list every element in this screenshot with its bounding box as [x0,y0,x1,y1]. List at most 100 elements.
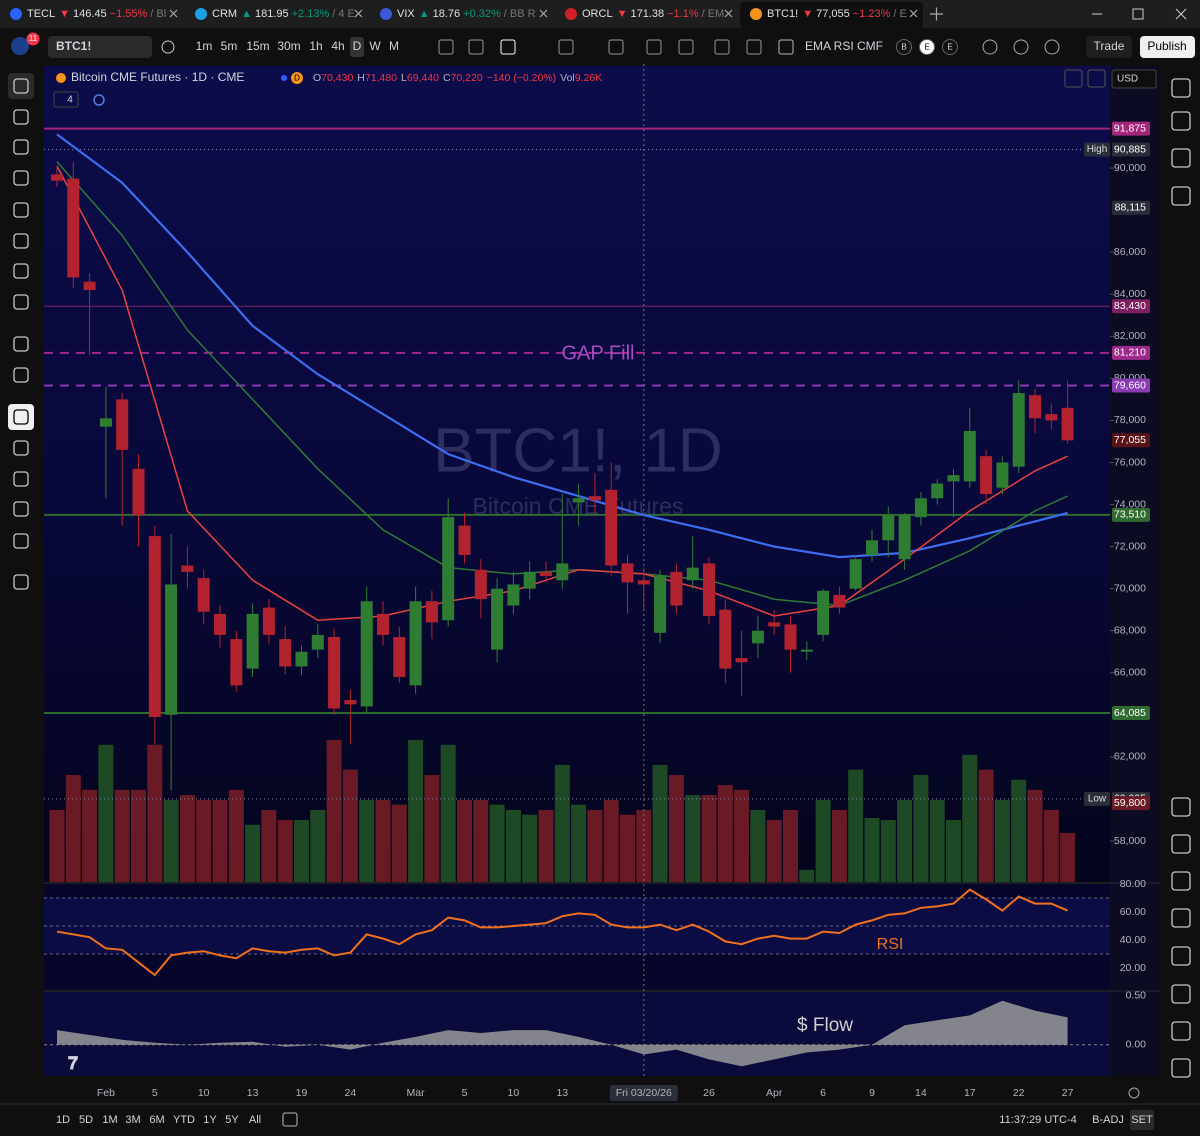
template-icon[interactable] [778,39,794,55]
draw-tool[interactable] [13,263,29,279]
tool-icon[interactable] [608,39,624,55]
interval[interactable]: 15m [246,39,269,53]
settings-icon[interactable] [1128,1087,1140,1099]
draw-tool[interactable] [13,202,29,218]
candle-body [523,571,536,589]
sidebar-icon[interactable] [1171,946,1191,966]
interval[interactable]: 5m [221,39,238,53]
tab-close[interactable] [539,9,548,18]
x-tick-label: 22 [1013,1087,1025,1099]
set-box[interactable] [1130,1110,1154,1130]
compare[interactable] [161,40,175,54]
tab[interactable] [370,2,553,28]
tab-close[interactable] [724,9,733,18]
tool-icon[interactable] [678,39,694,55]
tool-icon[interactable] [746,39,762,55]
trade-btn[interactable] [1086,36,1132,58]
range-btn[interactable]: 1M [102,1114,117,1126]
tool-icon[interactable] [982,39,998,55]
tab[interactable] [0,2,183,28]
win-close[interactable] [1175,8,1187,20]
draw-tool[interactable] [13,294,29,310]
interval[interactable]: 4h [331,39,344,53]
sidebar-icon[interactable] [1171,111,1191,131]
indicators[interactable]: EMA RSI CMF [805,39,883,53]
tool-icon[interactable] [558,39,574,55]
tool-icon[interactable] [1044,39,1060,55]
x-tick-label: 5 [462,1087,468,1099]
draw-tool[interactable] [13,336,29,352]
tab-label: ORCL ▼ 171.38 −1.1% / EM [582,8,724,20]
interval[interactable]: D [353,39,362,53]
draw-tool[interactable] [13,440,29,456]
sidebar-icon[interactable] [1171,984,1191,1004]
tab[interactable] [555,2,738,28]
interval[interactable]: M [389,39,399,53]
new-tab[interactable] [930,7,943,21]
tab[interactable] [185,2,368,28]
draw-tool[interactable] [13,471,29,487]
candle-body [947,475,960,482]
volume-bar [831,809,847,882]
goto-date[interactable] [282,1112,298,1127]
draw-tool[interactable] [13,533,29,549]
tab-price: 171.38 [630,8,664,20]
publish-btn[interactable] [1140,36,1195,58]
win-max[interactable] [1132,8,1144,20]
sidebar-icon[interactable] [1171,797,1191,817]
draw-tool[interactable] [13,233,29,249]
currency-box[interactable] [1111,69,1157,89]
tool-icon[interactable] [438,39,454,55]
range-btn[interactable]: 3M [125,1114,140,1126]
tab-close[interactable] [354,9,363,18]
tab-close[interactable] [909,9,918,18]
tool-icon[interactable] [1013,39,1029,55]
chip[interactable] [919,39,935,55]
range-btn[interactable]: 1Y [203,1114,217,1126]
draw-tool[interactable] [13,409,29,425]
range-btn[interactable]: 5D [79,1114,93,1126]
range-btn[interactable]: All [249,1114,261,1126]
draw-tool[interactable] [13,367,29,383]
draw-tool[interactable] [13,170,29,186]
avatar[interactable] [11,37,29,55]
tool-icon[interactable] [646,39,662,55]
chip[interactable] [942,39,958,55]
ohlc-change: −140 (−0.20%) [487,72,556,84]
adjust[interactable]: B-ADJ [1092,1114,1124,1126]
tool-icon[interactable] [468,39,484,55]
tab-close[interactable] [169,9,178,18]
draw-tool[interactable] [13,139,29,155]
sidebar-icon[interactable] [1171,148,1191,168]
sidebar-icon[interactable] [1171,834,1191,854]
sidebar-icon[interactable] [1171,186,1191,206]
legend-count-box[interactable] [53,91,79,108]
axis-btn[interactable] [1064,69,1083,88]
axis-btn[interactable] [1087,69,1106,88]
draw-tool[interactable] [13,109,29,125]
draw-tool[interactable] [13,78,29,94]
range-btn[interactable]: 5Y [225,1114,239,1126]
level-label-bg [1112,378,1150,393]
range-btn[interactable]: 1D [56,1114,70,1126]
sidebar-icon[interactable] [1171,78,1191,98]
interval[interactable]: 30m [277,39,300,53]
range-btn[interactable]: YTD [173,1114,195,1126]
sidebar-icon[interactable] [1171,1021,1191,1041]
chip[interactable] [896,39,912,55]
draw-tool[interactable] [13,574,29,590]
range-btn[interactable]: 6M [149,1114,164,1126]
symbol-box[interactable] [48,36,152,58]
interval[interactable]: W [369,39,381,53]
sidebar-icon[interactable] [1171,1058,1191,1078]
tool-icon[interactable] [714,39,730,55]
sidebar-icon[interactable] [1171,908,1191,928]
draw-tool[interactable] [13,501,29,517]
tool-active [8,404,34,430]
interval[interactable]: 1m [196,39,213,53]
tab[interactable] [740,2,923,28]
sidebar-icon[interactable] [1171,871,1191,891]
level-tag-bg [1084,142,1110,157]
tool-icon[interactable] [500,39,516,55]
interval[interactable]: 1h [309,39,322,53]
